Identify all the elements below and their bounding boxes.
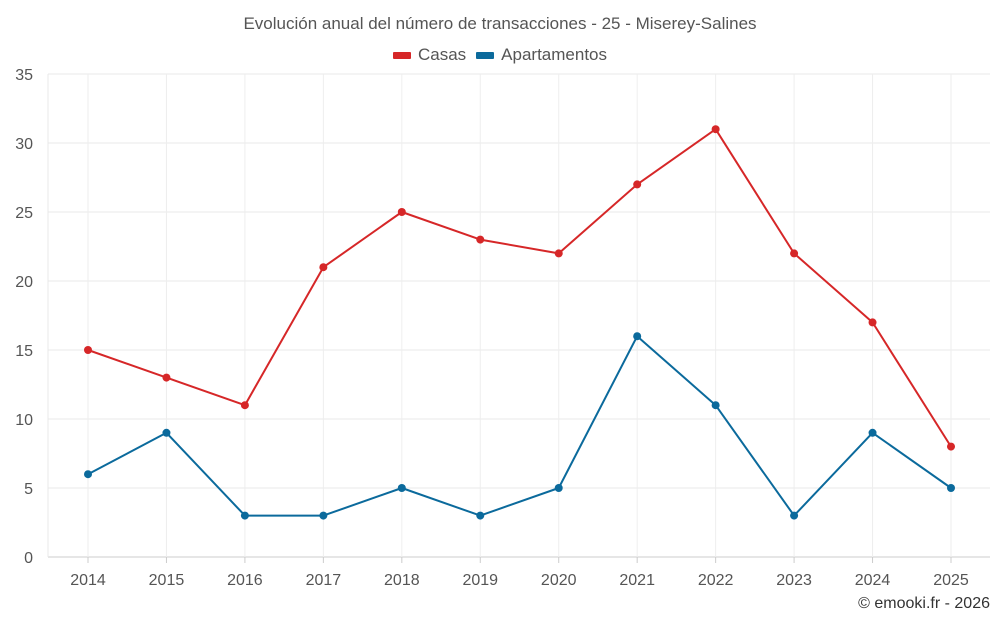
data-point-apartamentos[interactable]: Apartamentos 2014: 6 — [84, 470, 92, 479]
series-line-casas — [87, 128, 952, 448]
x-tick-label: 2017 — [306, 572, 342, 589]
data-point-apartamentos[interactable]: Apartamentos 2021: 16 — [633, 332, 642, 341]
data-point-apartamentos[interactable]: Apartamentos 2020: 5 — [554, 484, 563, 492]
x-tick-label: 2018 — [384, 572, 420, 589]
y-tick-label: 25 — [15, 205, 33, 222]
data-point-casas[interactable]: Casas 2022: 31 — [711, 125, 720, 134]
data-point-casas[interactable]: Casas 2024: 17 — [868, 318, 877, 327]
y-tick-label: 35 — [15, 67, 33, 84]
data-point-apartamentos[interactable]: Apartamentos 2017: 3 — [319, 511, 328, 520]
y-tick-label: 10 — [15, 412, 33, 429]
data-point-casas[interactable]: Casas 2018: 25 — [397, 208, 406, 216]
x-tick-label: 2023 — [776, 572, 812, 589]
legend-swatch-apartamentos — [476, 51, 495, 59]
y-tick-label: 20 — [15, 274, 33, 291]
x-tick-label: 2021 — [619, 572, 655, 589]
legend-item-casas[interactable]: Casas — [392, 45, 467, 65]
x-tick-label: 2025 — [933, 572, 969, 589]
data-point-casas[interactable]: Casas 2021: 27 — [633, 180, 642, 189]
legend-label-apartamentos: Apartamentos — [501, 45, 608, 64]
series-line-apartamentos — [87, 335, 952, 517]
legend-swatch-casas — [392, 51, 411, 59]
y-tick-label: 30 — [15, 136, 33, 153]
data-point-casas[interactable]: Casas 2015: 13 — [162, 373, 171, 382]
y-tick-label: 5 — [24, 481, 33, 498]
data-point-casas[interactable]: Casas 2020: 22 — [554, 249, 563, 258]
data-point-apartamentos[interactable]: Apartamentos 2024: 9 — [868, 428, 877, 437]
data-point-casas[interactable]: Casas 2019: 23 — [476, 235, 485, 244]
chart-legend: Casas Apartamentos — [0, 45, 1000, 65]
x-tick-label: 2022 — [698, 572, 734, 589]
x-tick-label: 2020 — [541, 572, 577, 589]
data-point-casas[interactable]: Casas 2014: 15 — [84, 346, 92, 354]
chart-title: Evolución anual del número de transaccio… — [243, 14, 757, 33]
legend-label-casas: Casas — [417, 45, 467, 64]
copyright-credit: © emooki.fr - 2026 — [858, 595, 990, 612]
x-tick-label: 2016 — [227, 572, 263, 589]
y-tick-label: 0 — [24, 550, 33, 567]
data-point-casas[interactable]: Casas 2017: 21 — [319, 263, 328, 272]
data-point-casas[interactable]: Casas 2016: 11 — [240, 401, 249, 410]
data-point-casas[interactable]: Casas 2025: 8 — [947, 442, 955, 451]
x-tick-label: 2015 — [149, 572, 185, 589]
data-point-apartamentos[interactable]: Apartamentos 2023: 3 — [790, 511, 799, 520]
x-tick-label: 2024 — [855, 572, 891, 589]
y-tick-label: 15 — [15, 343, 33, 360]
data-point-casas[interactable]: Casas 2023: 22 — [790, 249, 799, 258]
data-point-apartamentos[interactable]: Apartamentos 2019: 3 — [476, 511, 485, 520]
data-point-apartamentos[interactable]: Apartamentos 2015: 9 — [162, 428, 171, 437]
x-tick-label: 2014 — [70, 572, 106, 589]
data-point-apartamentos[interactable]: Apartamentos 2018: 5 — [397, 484, 406, 492]
x-tick-label: 2019 — [462, 572, 498, 589]
legend-item-apartamentos[interactable]: Apartamentos — [476, 45, 607, 65]
data-point-apartamentos[interactable]: Apartamentos 2016: 3 — [240, 511, 249, 520]
data-point-apartamentos[interactable]: Apartamentos 2022: 11 — [711, 401, 720, 410]
data-point-apartamentos[interactable]: Apartamentos 2025: 5 — [947, 484, 955, 492]
gridlines — [48, 73, 990, 563]
